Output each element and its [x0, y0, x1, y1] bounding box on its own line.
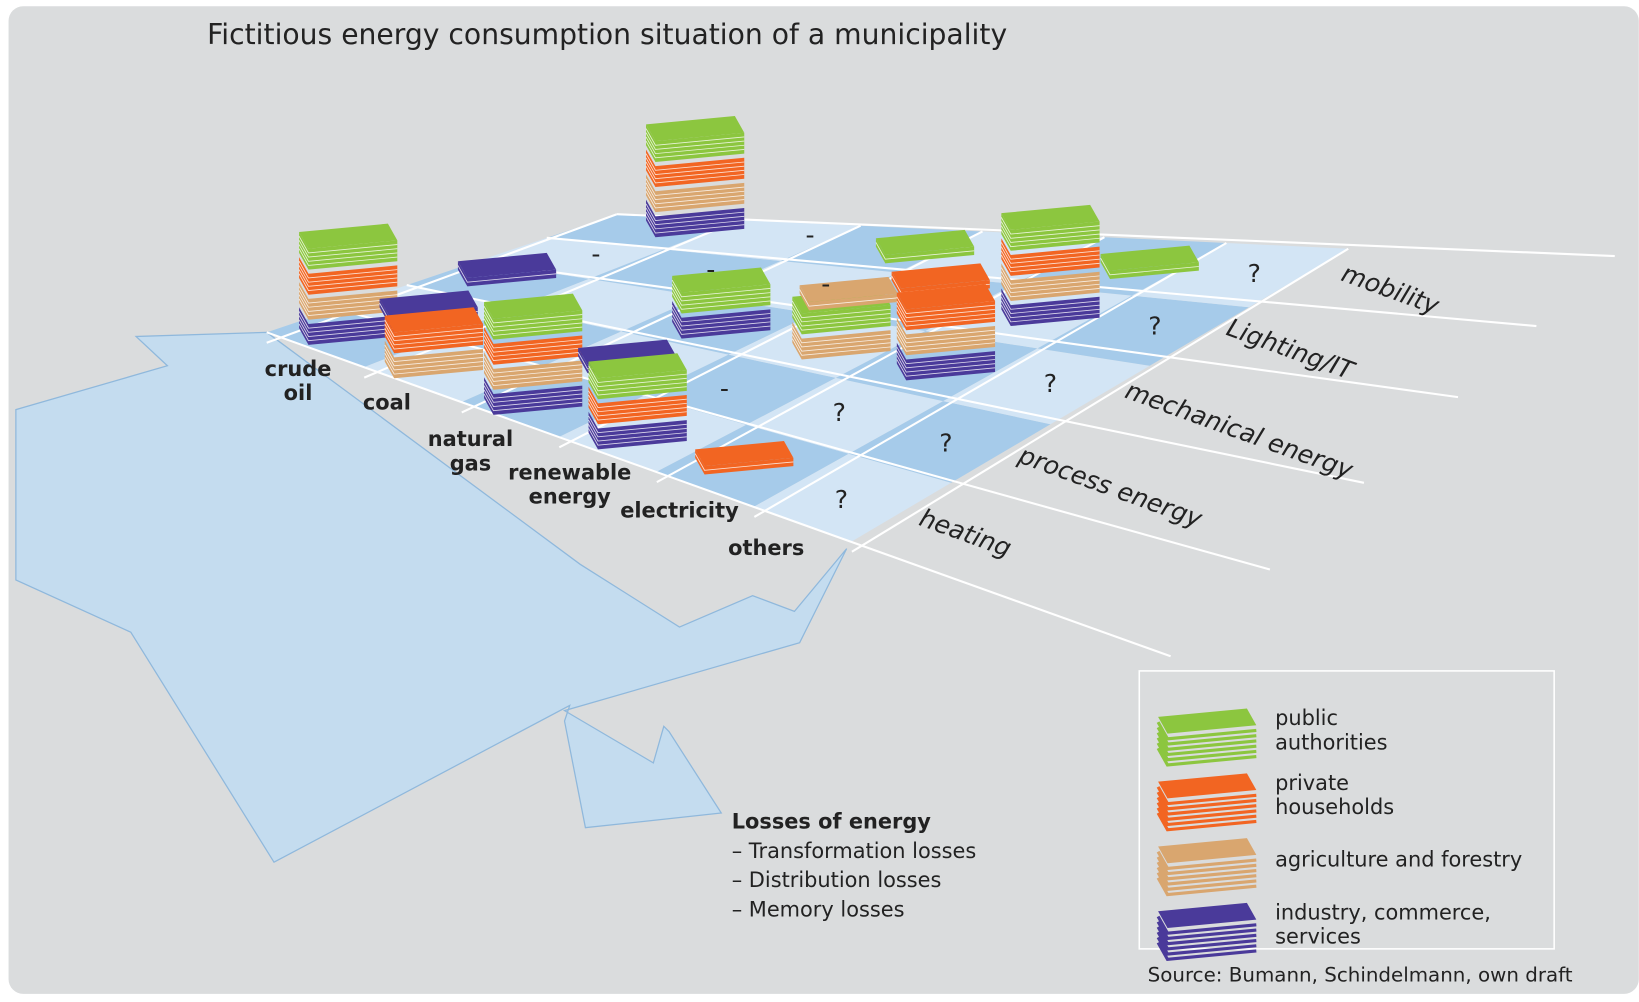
- stack: [646, 116, 744, 237]
- column-label: coal: [363, 391, 411, 415]
- column-label: electricity: [620, 498, 739, 522]
- column-label: energy: [529, 485, 611, 509]
- cell-mark: ?: [1148, 311, 1161, 340]
- column-label: natural: [428, 427, 513, 451]
- legend-label: authorities: [1275, 730, 1387, 754]
- legend-label: public: [1275, 706, 1338, 730]
- stack: [299, 224, 397, 345]
- page: Fictitious energy consumption situation …: [0, 0, 1639, 1002]
- stack: [1001, 205, 1099, 326]
- stack: [385, 307, 483, 378]
- legend-label: services: [1275, 925, 1361, 949]
- cell-mark: ?: [1248, 259, 1261, 288]
- cell-mark: ?: [835, 485, 848, 514]
- stack: [672, 268, 770, 339]
- losses-item: – Memory losses: [732, 897, 905, 921]
- source: Source: Bumann, Schindelmann, own draft: [1148, 963, 1573, 986]
- diagram: Fictitious energy consumption situation …: [0, 0, 1639, 998]
- legend-label: private: [1275, 771, 1349, 795]
- column-label: others: [728, 536, 804, 560]
- column-label: renewable: [508, 461, 631, 485]
- cell-mark: ?: [833, 398, 846, 427]
- losses-item: – Distribution losses: [732, 868, 942, 892]
- legend-label: agriculture and forestry: [1275, 847, 1522, 871]
- cell-mark: -: [821, 270, 830, 299]
- losses-item: – Transformation losses: [732, 839, 977, 863]
- cell-mark: ?: [1044, 369, 1057, 398]
- stack: [484, 294, 582, 415]
- cell-mark: -: [706, 255, 715, 284]
- cell-mark: ?: [939, 428, 952, 457]
- cell-mark: -: [591, 239, 600, 268]
- title: Fictitious energy consumption situation …: [207, 18, 1007, 51]
- column-label: crude: [265, 357, 332, 381]
- column-label: gas: [450, 451, 491, 475]
- legend-label: industry, commerce,: [1275, 901, 1491, 925]
- legend-label: households: [1275, 795, 1394, 819]
- cell-mark: -: [806, 220, 815, 249]
- losses-title: Losses of energy: [732, 810, 932, 834]
- cell-mark: -: [720, 374, 729, 403]
- column-label: oil: [284, 381, 313, 405]
